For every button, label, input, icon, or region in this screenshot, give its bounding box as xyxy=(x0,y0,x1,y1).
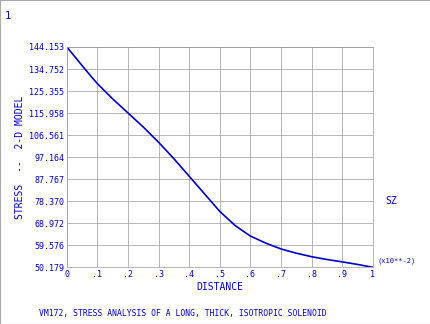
Text: VM172, STRESS ANALYSIS OF A LONG, THICK, ISOTROPIC SOLENOID: VM172, STRESS ANALYSIS OF A LONG, THICK,… xyxy=(39,308,326,318)
Text: 1: 1 xyxy=(5,11,12,21)
Y-axis label: STRESS  --  2-D MODEL: STRESS -- 2-D MODEL xyxy=(15,96,25,219)
X-axis label: DISTANCE: DISTANCE xyxy=(196,282,243,292)
Text: SZ: SZ xyxy=(384,196,396,206)
Text: (x10**-2): (x10**-2) xyxy=(377,258,415,264)
